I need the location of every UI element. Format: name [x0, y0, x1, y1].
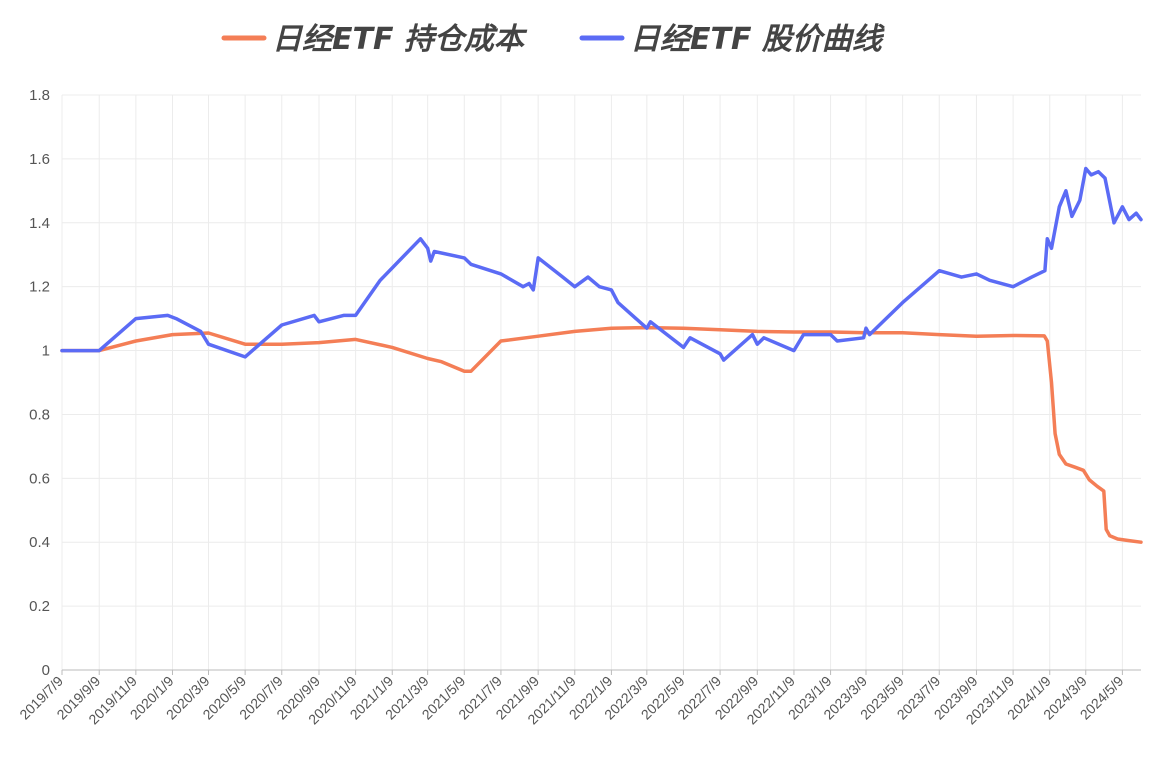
series-line-share-price[interactable]	[60, 166, 1143, 362]
legend-label-holding-cost: 日经ETF 持仓成本	[272, 22, 528, 57]
series-line-holding-cost[interactable]	[60, 325, 1143, 544]
legend-item-holding-cost[interactable]: 日经ETF 持仓成本	[221, 22, 528, 57]
y-tick-label: 0.8	[29, 406, 50, 423]
y-tick-label: 1.6	[29, 151, 50, 168]
y-tick-label: 0.4	[29, 534, 50, 551]
legend-label-share-price: 日经ETF 股价曲线	[630, 22, 886, 57]
y-tick-label: 1.2	[29, 279, 50, 296]
legend-item-share-price[interactable]: 日经ETF 股价曲线	[579, 22, 886, 57]
y-axis: 0 0.2 0.4 0.6 0.8 1 1.2 1.4 1.6 1.8	[29, 87, 50, 679]
y-tick-label: 1.4	[29, 215, 50, 232]
grid	[61, 94, 1141, 671]
y-tick-label: 0.2	[29, 598, 50, 615]
legend: 日经ETF 持仓成本 日经ETF 股价曲线	[221, 22, 886, 57]
x-axis: 2019/7/92019/9/92019/11/92020/1/92020/3/…	[16, 669, 1141, 727]
y-tick-label: 0	[42, 662, 50, 679]
y-tick-label: 1	[42, 343, 50, 360]
y-tick-label: 1.8	[29, 87, 50, 104]
y-tick-label: 0.6	[29, 470, 50, 487]
series-layer	[60, 166, 1143, 544]
